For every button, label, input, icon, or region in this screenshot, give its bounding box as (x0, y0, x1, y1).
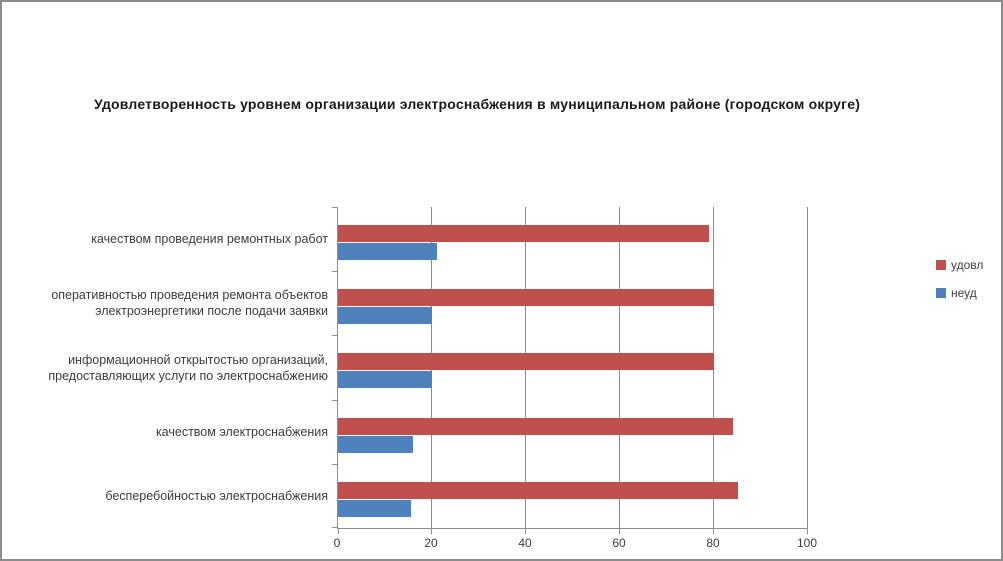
category-axis-tick (332, 271, 337, 273)
plot-area (332, 207, 808, 534)
x-axis-tick (807, 529, 808, 534)
x-axis-tick (713, 529, 714, 534)
bar-neud (338, 243, 437, 260)
x-axis-tick (619, 529, 620, 534)
legend-item-udovl: удовл (936, 258, 983, 272)
value-axis-labels: 0 20 40 60 80 100 (333, 536, 817, 552)
x-tick-label: 100 (796, 536, 818, 550)
legend-swatch-neud-icon (936, 288, 946, 298)
bar-udovl (338, 353, 714, 371)
chart-title: Удовлетворенность уровнем организации эл… (93, 96, 861, 112)
bar-neud (338, 499, 411, 517)
category-axis-tick (332, 463, 337, 465)
bar-neud (338, 435, 414, 453)
category-axis-tick (332, 399, 337, 401)
legend-item-neud: неуд (936, 286, 983, 300)
bar-neud (338, 371, 432, 389)
category-label: бесперебойностью электроснабжения (105, 488, 328, 503)
category-label: оперативностью проведения ремонта объект… (51, 288, 328, 319)
legend-label-neud: неуд (951, 286, 977, 300)
category-label: качеством проведения ремонтных работ (91, 232, 328, 247)
bar-udovl (338, 417, 733, 435)
x-axis-tick (338, 529, 339, 534)
x-tick-label: 40 (518, 536, 532, 550)
bar-neud (338, 307, 432, 325)
category-label: информационной открытостью организаций, … (48, 352, 328, 383)
x-axis-tick (431, 529, 432, 534)
bar-udovl (338, 289, 714, 307)
category-axis-tick (332, 527, 337, 528)
category-label: качеством электроснабжения (155, 424, 328, 439)
category-axis-tick (332, 335, 337, 337)
bar-udovl (338, 481, 738, 499)
legend: удовл неуд (936, 258, 983, 314)
legend-label-udovl: удовл (951, 258, 984, 272)
x-axis-tick (525, 529, 526, 534)
bar-udovl (338, 225, 710, 242)
category-axis-labels: качеством проведения ремонтных работ опер… (16, 207, 328, 528)
gridline (807, 207, 808, 528)
category-axis-tick (332, 207, 337, 208)
x-tick-label: 80 (706, 536, 720, 550)
x-tick-label: 0 (333, 536, 341, 550)
legend-swatch-udovl-icon (936, 260, 946, 270)
x-tick-label: 60 (612, 536, 626, 550)
x-tick-label: 20 (424, 536, 438, 550)
